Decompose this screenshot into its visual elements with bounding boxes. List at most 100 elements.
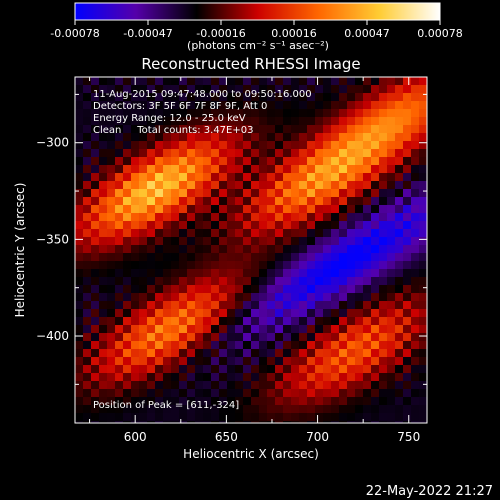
- heatmap-cell: [411, 229, 420, 238]
- heatmap-cell: [259, 381, 268, 390]
- heatmap-cell: [203, 277, 212, 286]
- heatmap-cell: [83, 181, 92, 190]
- heatmap-cell: [419, 221, 427, 230]
- heatmap-cell: [235, 365, 244, 374]
- heatmap-cell: [299, 381, 308, 390]
- heatmap-cell: [211, 389, 220, 398]
- heatmap-cell: [123, 405, 132, 414]
- heatmap-cell: [115, 245, 124, 254]
- heatmap-cell: [387, 189, 396, 198]
- heatmap-cell: [339, 165, 348, 174]
- heatmap-cell: [227, 117, 236, 126]
- heatmap-cell: [195, 197, 204, 206]
- heatmap-cell: [307, 109, 316, 118]
- heatmap-cell: [83, 277, 92, 286]
- heatmap-cell: [99, 253, 108, 262]
- heatmap-cell: [91, 189, 100, 198]
- heatmap-cell: [403, 85, 412, 94]
- heatmap-cell: [259, 293, 268, 302]
- heatmap-cell: [219, 397, 228, 406]
- heatmap-cell: [131, 293, 140, 302]
- heatmap-cell: [379, 341, 388, 350]
- heatmap-cell: [171, 189, 180, 198]
- heatmap-cell: [387, 349, 396, 358]
- heatmap-cell: [235, 341, 244, 350]
- heatmap-cell: [155, 381, 164, 390]
- heatmap-cell: [283, 141, 292, 150]
- heatmap-cell: [355, 101, 364, 110]
- heatmap-cell: [331, 117, 340, 126]
- heatmap-cell: [211, 181, 220, 190]
- heatmap-cell: [363, 293, 372, 302]
- heatmap-cell: [275, 357, 284, 366]
- heatmap-cell: [339, 213, 348, 222]
- heatmap-cell: [331, 205, 340, 214]
- heatmap-cell: [283, 253, 292, 262]
- heatmap-cell: [155, 269, 164, 278]
- heatmap-cell: [99, 293, 108, 302]
- heatmap-cell: [99, 285, 108, 294]
- heatmap-cell: [187, 301, 196, 310]
- heatmap-cell: [171, 245, 180, 254]
- heatmap-cell: [99, 117, 108, 126]
- heatmap-cell: [115, 397, 124, 406]
- heatmap-cell: [171, 205, 180, 214]
- heatmap-cell: [179, 157, 188, 166]
- heatmap-cell: [163, 421, 172, 423]
- heatmap-cell: [131, 341, 140, 350]
- heatmap-cell: [147, 381, 156, 390]
- heatmap-cell: [155, 341, 164, 350]
- heatmap-cell: [243, 325, 252, 334]
- heatmap-cell: [163, 253, 172, 262]
- heatmap-cell: [419, 197, 427, 206]
- heatmap-cell: [291, 397, 300, 406]
- heatmap-cell: [251, 309, 260, 318]
- heatmap-cell: [171, 165, 180, 174]
- heatmap-cell: [323, 285, 332, 294]
- heatmap-cell: [139, 421, 148, 423]
- heatmap-cell: [315, 141, 324, 150]
- heatmap-cell: [251, 149, 260, 158]
- heatmap-cell: [123, 421, 132, 423]
- heatmap-cell: [307, 309, 316, 318]
- heatmap-cell: [267, 133, 276, 142]
- heatmap-cell: [107, 109, 116, 118]
- heatmap-cell: [243, 157, 252, 166]
- heatmap-cell: [347, 325, 356, 334]
- heatmap-cell: [371, 421, 380, 423]
- heatmap-cell: [307, 277, 316, 286]
- heatmap-cell: [155, 93, 164, 102]
- heatmap-cell: [259, 189, 268, 198]
- heatmap-cell: [395, 213, 404, 222]
- heatmap-cell: [203, 269, 212, 278]
- y-tick-label: −400: [36, 329, 69, 343]
- heatmap-cell: [419, 189, 427, 198]
- heatmap-cell: [339, 189, 348, 198]
- heatmap-cell: [251, 413, 260, 422]
- heatmap-cell: [259, 413, 268, 422]
- heatmap-cell: [259, 221, 268, 230]
- heatmap-cell: [155, 149, 164, 158]
- heatmap-cell: [107, 93, 116, 102]
- heatmap-cell: [187, 117, 196, 126]
- heatmap-cell: [363, 373, 372, 382]
- heatmap-cell: [323, 405, 332, 414]
- heatmap-cell: [187, 237, 196, 246]
- heatmap-cell: [371, 133, 380, 142]
- heatmap-cell: [275, 325, 284, 334]
- heatmap-cell: [283, 413, 292, 422]
- heatmap-cell: [267, 365, 276, 374]
- heatmap-cell: [163, 365, 172, 374]
- heatmap-cell: [243, 197, 252, 206]
- heatmap-cell: [419, 245, 427, 254]
- heatmap-cell: [387, 157, 396, 166]
- heatmap-cell: [403, 125, 412, 134]
- heatmap-cell: [299, 181, 308, 190]
- heatmap-cell: [411, 117, 420, 126]
- heatmap-cell: [163, 397, 172, 406]
- heatmap-cell: [411, 237, 420, 246]
- heatmap-cell: [267, 373, 276, 382]
- heatmap-cell: [307, 197, 316, 206]
- heatmap-cell: [155, 333, 164, 342]
- heatmap-cell: [227, 149, 236, 158]
